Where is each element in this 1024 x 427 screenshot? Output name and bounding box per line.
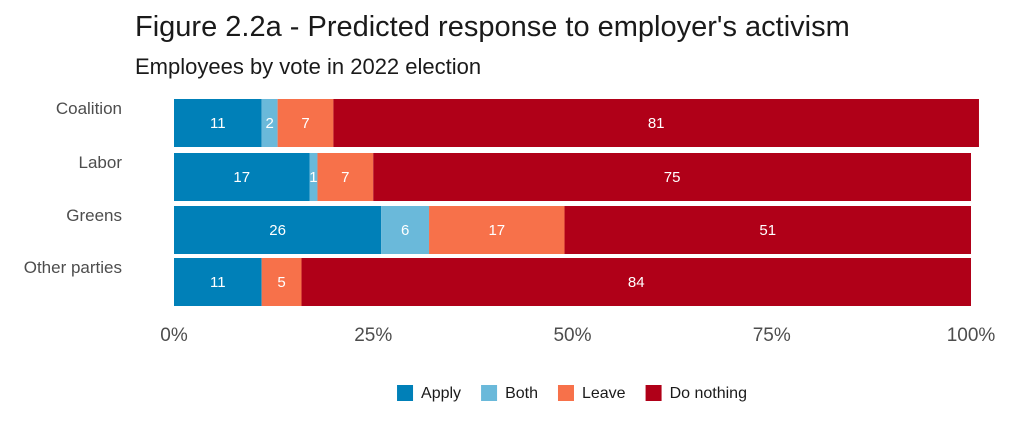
bar-segment-apply (174, 258, 262, 306)
bar-segment-apply (174, 153, 310, 201)
category-label: Other parties (24, 258, 122, 277)
legend-label: Both (505, 385, 538, 402)
data-label: 5 (277, 274, 285, 291)
data-label: 11 (210, 274, 226, 291)
data-label: 7 (341, 169, 349, 186)
bar-segment-apply (174, 206, 382, 254)
legend-swatch (645, 385, 662, 401)
bar-segment-leave (277, 99, 334, 147)
x-axis-ticks: 0% 25% 50% 75% 100% (160, 325, 995, 346)
bar-segment-do-nothing (301, 258, 971, 306)
legend: Apply Both Leave Do nothing (397, 385, 747, 402)
bar-segment-do-nothing (373, 153, 971, 201)
bar-segment-leave (317, 153, 374, 201)
x-tick-label: 0% (160, 325, 188, 346)
category-label: Coalition (56, 99, 122, 118)
legend-label: Leave (582, 385, 626, 402)
category-label: Labor (79, 153, 123, 172)
category-labels: Coalition Labor Greens Other parties (24, 99, 123, 277)
x-tick-label: 25% (354, 325, 392, 346)
legend-swatch (557, 385, 574, 401)
bar-segment-leave (429, 206, 565, 254)
legend-label: Do nothing (670, 385, 747, 402)
data-label: 17 (233, 169, 250, 186)
data-label: 75 (664, 169, 681, 186)
bar-segment-both (381, 206, 430, 254)
bar-segment-apply (174, 99, 262, 147)
data-label: 1 (309, 169, 317, 186)
data-label: 7 (301, 115, 309, 132)
bar-segment-both (261, 99, 278, 147)
legend-label: Apply (421, 385, 461, 402)
category-label: Greens (66, 206, 122, 225)
data-label: 17 (488, 222, 505, 239)
chart-subtitle: Employees by vote in 2022 election (135, 54, 481, 79)
x-tick-label: 50% (553, 325, 591, 346)
x-tick-label: 75% (753, 325, 791, 346)
data-label: 6 (401, 222, 409, 239)
x-tick-label: 100% (947, 325, 996, 346)
chart-title: Figure 2.2a - Predicted response to empl… (135, 11, 850, 43)
data-label: 2 (265, 115, 273, 132)
bar-segment-do-nothing (333, 99, 979, 147)
bar-segment-both (309, 153, 318, 201)
legend-swatch (397, 385, 414, 401)
legend-swatch (481, 385, 498, 401)
bar-segment-leave (261, 258, 302, 306)
bar-segment-do-nothing (564, 206, 971, 254)
data-label: 26 (269, 222, 286, 239)
data-label: 84 (628, 274, 645, 291)
data-label: 51 (759, 222, 776, 239)
data-label: 81 (648, 115, 665, 132)
data-label: 11 (210, 115, 226, 132)
